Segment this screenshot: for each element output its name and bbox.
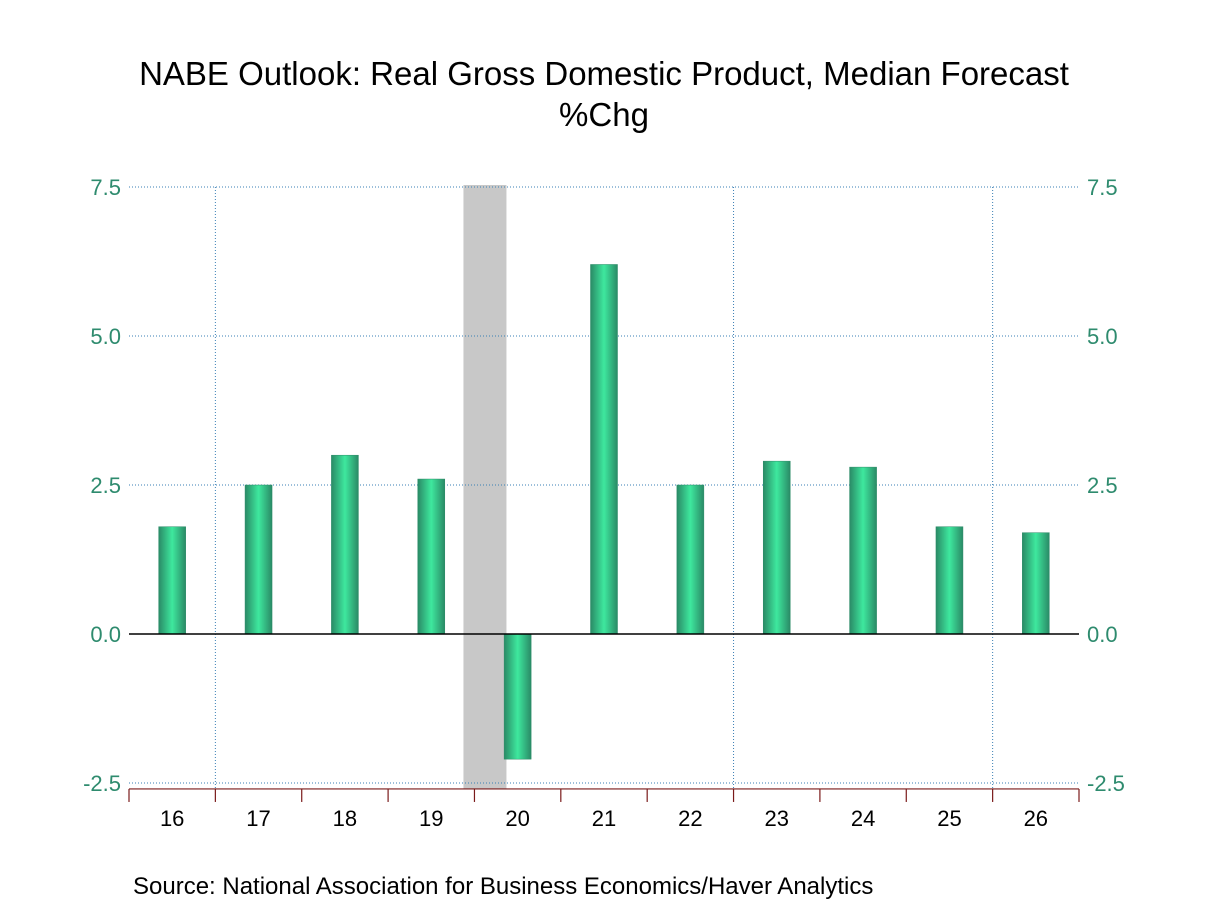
x-tick-label: 24 <box>851 806 875 831</box>
bar-22 <box>676 484 705 635</box>
bar-18 <box>331 454 359 635</box>
y-tick-label-left: 5.0 <box>90 324 121 349</box>
bar-20 <box>503 633 532 760</box>
y-tick-label-left: 0.0 <box>90 622 121 647</box>
bar-25 <box>935 526 964 635</box>
bar-26 <box>1022 532 1050 635</box>
x-tick-label: 17 <box>246 806 270 831</box>
x-tick-label: 23 <box>764 806 788 831</box>
y-tick-label-right: 2.5 <box>1087 473 1118 498</box>
x-tick-label: 19 <box>419 806 443 831</box>
chart-subtitle: %Chg <box>559 96 649 133</box>
bar-24 <box>849 466 877 635</box>
x-tick-label: 25 <box>937 806 961 831</box>
x-tick-label: 26 <box>1024 806 1048 831</box>
recession-shade <box>463 185 507 789</box>
x-tick-label: 20 <box>505 806 529 831</box>
source-note: Source: National Association for Busines… <box>133 873 873 900</box>
x-tick-label: 21 <box>592 806 616 831</box>
bar-16 <box>158 526 186 635</box>
bar-19 <box>417 478 446 635</box>
bar-17 <box>244 484 273 635</box>
x-tick-label: 22 <box>678 806 702 831</box>
y-tick-label-left: -2.5 <box>83 771 121 796</box>
y-tick-label-right: 5.0 <box>1087 324 1118 349</box>
bar-23 <box>762 460 791 635</box>
chart-title: NABE Outlook: Real Gross Domestic Produc… <box>139 55 1069 92</box>
y-tick-label-left: 2.5 <box>90 473 121 498</box>
x-tick-label: 18 <box>333 806 357 831</box>
y-tick-label-right: 7.5 <box>1087 175 1118 200</box>
y-tick-label-right: -2.5 <box>1087 771 1125 796</box>
y-tick-label-left: 7.5 <box>90 175 121 200</box>
bar-21 <box>590 264 618 635</box>
y-tick-label-right: 0.0 <box>1087 622 1118 647</box>
x-tick-label: 16 <box>160 806 184 831</box>
